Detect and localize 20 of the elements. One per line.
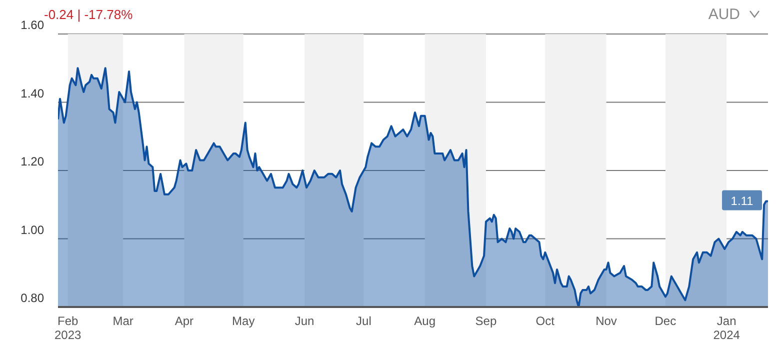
x-tick-label: Oct — [536, 314, 556, 328]
x-tick-label: Feb 2023 — [54, 314, 82, 342]
y-tick-label: 0.80 — [20, 291, 44, 305]
y-tick-label: 1.20 — [20, 154, 44, 168]
x-tick-label: Apr — [174, 314, 194, 328]
x-tick-label: Jun — [294, 314, 314, 328]
y-tick-label: 1.40 — [20, 86, 44, 100]
text: -0.24 | -17.78% — [44, 7, 133, 22]
x-tick-label: Mar — [112, 314, 134, 328]
x-tick-label: May — [232, 314, 255, 328]
x-tick-label: Jan 2024 — [713, 314, 740, 342]
text: AUD — [708, 6, 740, 23]
x-tick-label: Sep — [475, 314, 497, 328]
x-tick-label: Dec — [654, 314, 676, 328]
annotation: 1.11 — [730, 194, 754, 208]
y-tick-label: 1.60 — [20, 18, 44, 32]
x-tick-label: Jul — [356, 314, 372, 328]
x-tick-label: Aug — [414, 314, 436, 328]
y-tick-label: 1.00 — [20, 222, 44, 237]
x-tick-label: Nov — [596, 314, 617, 328]
